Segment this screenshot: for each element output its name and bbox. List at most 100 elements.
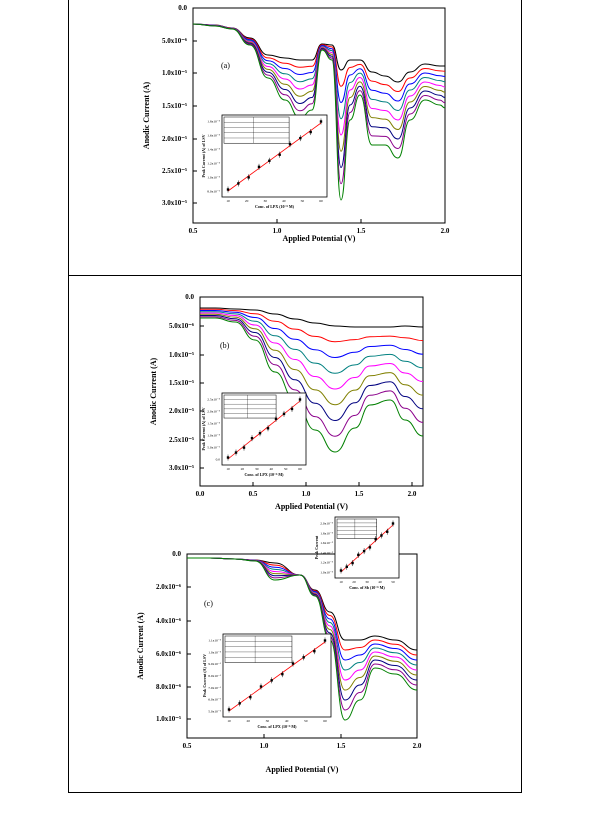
inset-y-tick-label: 1.6x10⁻⁵	[207, 134, 220, 138]
inset-y-axis-label: Peak Current (A) of LSV	[202, 654, 207, 697]
page-right-border	[521, 0, 522, 792]
inset-y-tick-label: 0.0	[216, 458, 221, 462]
y-tick-label: 5.0x10⁻⁶	[162, 37, 187, 45]
series-line	[200, 310, 424, 359]
x-tick-label: 1.5	[355, 490, 364, 498]
inset-y-tick-label: 2.0x10⁻⁵	[320, 522, 333, 526]
inset-y-tick-label: 1.0x10⁻⁵	[208, 650, 221, 654]
inset-table	[223, 394, 277, 419]
inset-table	[223, 116, 290, 144]
inset-x-tick-label: 20	[246, 719, 250, 723]
x-axis-label: Applied Potential (V)	[283, 234, 356, 243]
plot-frame-1	[192, 7, 446, 224]
inset-y-tick-label: 1.0x10⁻⁵	[320, 571, 333, 575]
inset-x-tick-label: 10	[226, 467, 230, 471]
inset-y-axis-label: Peak Current (A) of LSV	[201, 407, 206, 450]
series-line	[200, 317, 424, 453]
inset-y-tick-label: 1.1x10⁻⁵	[208, 639, 221, 643]
y-tick-label: 2.0x10⁻⁶	[156, 583, 181, 591]
inset-x-tick-label: 50	[301, 199, 305, 203]
inset-y-tick-label: 1.8x10⁻⁵	[320, 531, 333, 535]
inset-x-tick-label: 40	[378, 580, 382, 584]
inset-table	[224, 635, 293, 663]
inset-y-axis-label: Peak Current (A) of LSV	[201, 134, 206, 177]
x-tick-label: 0.5	[183, 742, 192, 750]
inset-x-tick-label: 30	[263, 199, 267, 203]
y-tick-label: 1.5x10⁻⁵	[162, 102, 187, 110]
inset-y-tick-label: 1.8x10⁻⁵	[207, 120, 220, 124]
inset-y-tick-label: 8.0x10⁻⁶	[208, 674, 221, 678]
y-axis-label: Anodic Current (A)	[136, 612, 145, 680]
inset-x-tick-label: 10	[226, 199, 230, 203]
inset-x-tick-label: 30	[255, 467, 259, 471]
y-tick-label: 1.0x10⁻⁵	[156, 715, 181, 723]
y-axis-label: Anodic Current (A)	[142, 81, 151, 149]
x-tick-label: 1.0	[302, 490, 311, 498]
inset-y-axis-label: Peak Current	[314, 535, 319, 559]
series-line	[200, 311, 424, 374]
inset-x-tick-label: 60	[323, 719, 327, 723]
inset-y-tick-label: 7.0x10⁻⁶	[208, 686, 221, 690]
inset-x-axis-label: Conc. of LPX (10⁻⁶ M)	[245, 472, 285, 477]
x-axis-label: Applied Potential (V)	[275, 502, 348, 511]
x-tick-label: 1.0	[273, 227, 282, 235]
panel-label: (b)	[220, 341, 230, 350]
y-tick-label: 2.0x10⁻⁵	[169, 407, 194, 415]
inset-y-tick-label: 1.2x10⁻⁵	[320, 561, 333, 565]
series-line	[192, 23, 446, 120]
inset-fit-line	[227, 122, 322, 192]
inset-fit-line	[340, 524, 394, 573]
x-tick-label: 0.5	[249, 490, 258, 498]
plot-frame-2	[199, 296, 424, 487]
series-line	[192, 23, 446, 93]
y-tick-label: 1.0x10⁻⁵	[162, 69, 187, 77]
inset-x-tick-label: 10	[227, 719, 231, 723]
page-bottom-border	[68, 792, 522, 793]
y-tick-label: 6.0x10⁻⁶	[156, 650, 181, 658]
y-tick-label: 2.5x10⁻⁵	[162, 167, 187, 175]
series-line	[200, 313, 424, 406]
x-tick-label: 1.0	[260, 742, 269, 750]
x-tick-label: 1.5	[357, 227, 366, 235]
x-axis-label: Applied Potential (V)	[266, 765, 339, 774]
inset-y-tick-label: 1.0x10⁻⁵	[207, 434, 220, 438]
x-tick-label: 0.0	[196, 490, 205, 498]
plot-frame-3	[186, 553, 418, 739]
inset-x-tick-label: 40	[269, 467, 273, 471]
x-tick-label: 2.0	[413, 742, 422, 750]
y-axis-label: Anodic Current (A)	[149, 357, 158, 425]
y-tick-label: 0.0	[178, 4, 187, 12]
y-tick-label: 2.5x10⁻⁵	[169, 436, 194, 444]
inset-y-tick-label: 1.5x10⁻⁵	[207, 422, 220, 426]
inset-y-tick-label: 2.0x10⁻⁵	[207, 410, 220, 414]
inset-x-tick-label: 30	[365, 580, 369, 584]
inset-y-tick-label: 5.0x10⁻⁶	[207, 446, 220, 450]
inset-y-tick-label: 1.6x10⁻⁵	[320, 541, 333, 545]
inset-x-axis-label: Conc. of LPX (10⁻⁶ M)	[255, 204, 295, 209]
inset-table	[336, 518, 377, 539]
inset-x-tick-label: 50	[391, 580, 395, 584]
panel-label: (a)	[221, 61, 230, 70]
y-tick-label: 2.0x10⁻⁵	[162, 135, 187, 143]
inset-x-axis-label: Conc. of Sb (10⁻⁶ M)	[349, 585, 385, 590]
inset-y-tick-label: 2.5x10⁻⁵	[207, 398, 220, 402]
inset-fit-line	[227, 400, 301, 460]
page-left-border	[68, 0, 69, 792]
inset-x-tick-label: 40	[282, 199, 286, 203]
y-tick-label: 1.5x10⁻⁵	[169, 379, 194, 387]
divider-1	[68, 275, 522, 276]
inset-x-tick-label: 20	[245, 199, 249, 203]
series-line	[192, 23, 445, 83]
inset-y-tick-label: 9.0x10⁻⁶	[208, 662, 221, 666]
y-tick-label: 0.0	[172, 550, 181, 558]
inset-x-tick-label: 40	[285, 719, 289, 723]
inset-y-tick-label: 1.4x10⁻⁵	[207, 148, 220, 152]
x-tick-label: 2.0	[408, 490, 417, 498]
inset-x-tick-label: 20	[241, 467, 245, 471]
series-line	[200, 312, 424, 390]
y-tick-label: 3.0x10⁻⁵	[169, 464, 194, 472]
y-tick-label: 1.0x10⁻⁵	[169, 351, 194, 359]
y-tick-label: 5.0x10⁻⁶	[169, 322, 194, 330]
inset-y-tick-label: 5.0x10⁻⁶	[208, 710, 221, 714]
